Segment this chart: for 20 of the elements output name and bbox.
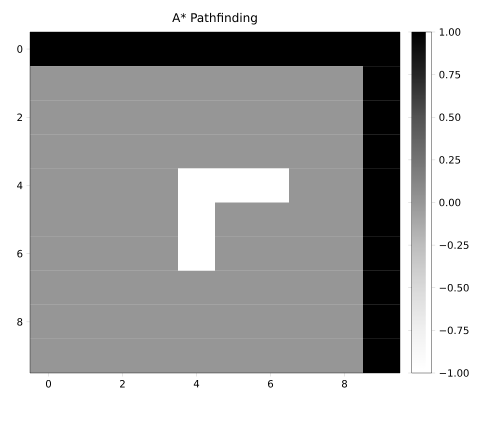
x-tick-label: 8 <box>342 380 347 388</box>
x-tick-label: 0 <box>46 380 52 388</box>
color-bar-label: −0.75 <box>440 326 468 334</box>
chart-title: A* Pathfinding <box>172 12 257 24</box>
y-tick-label: 4 <box>17 182 22 190</box>
color-bar-label: −0.50 <box>440 284 469 292</box>
y-tick-label: 6 <box>17 250 22 258</box>
color-bar-label: 0.25 <box>439 156 460 164</box>
x-tick-label: 6 <box>268 380 274 388</box>
x-tick-label: 4 <box>194 380 200 388</box>
x-tick-label: 2 <box>120 380 125 388</box>
y-tick-label: 0 <box>17 45 22 53</box>
color-bar-label: −0.25 <box>440 241 468 249</box>
color-bar-label: 1.00 <box>440 28 460 36</box>
color-bar-label: 0.00 <box>439 198 460 206</box>
color-bar-label: −1.00 <box>440 369 469 377</box>
color-bar-label: 0.50 <box>439 113 460 122</box>
y-tick-label: 8 <box>17 318 22 326</box>
y-tick-label: 2 <box>17 114 22 121</box>
color-bar-label: 0.75 <box>439 70 460 78</box>
